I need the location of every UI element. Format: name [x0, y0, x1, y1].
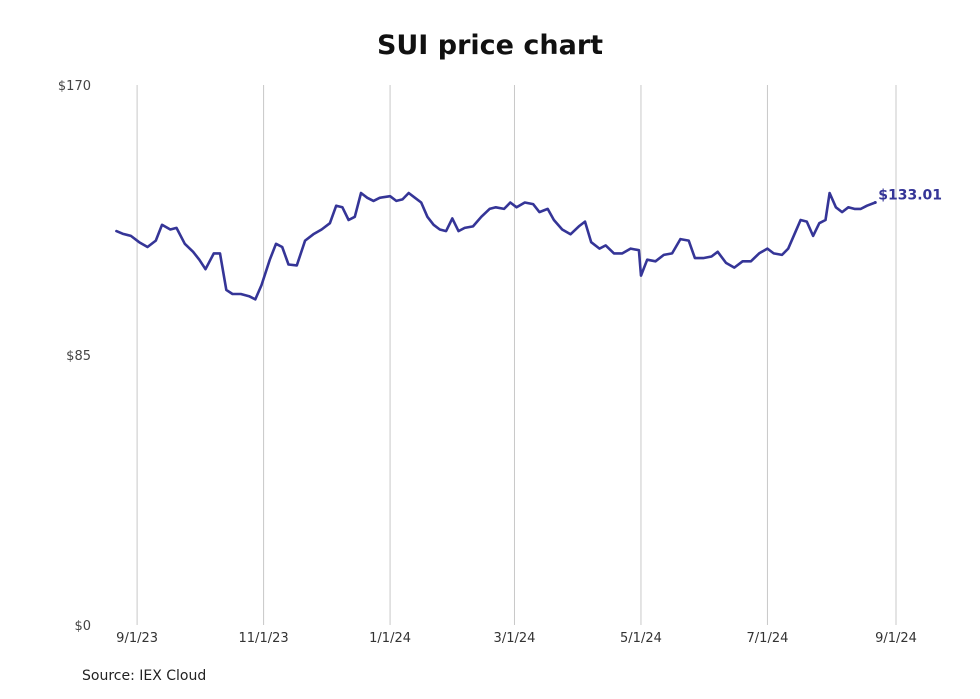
chart-title: SUI price chart — [376, 30, 604, 61]
series-layer — [115, 191, 877, 301]
x-tick-label: 11/1/23 — [239, 631, 289, 646]
x-tick-label: 5/1/24 — [620, 631, 662, 646]
price-series-line — [115, 191, 877, 301]
x-tick-label: 9/1/23 — [116, 631, 158, 646]
x-tick-label: 9/1/24 — [875, 631, 917, 646]
y-tick-label: $0 — [74, 619, 91, 634]
x-tick-label: 1/1/24 — [369, 631, 411, 646]
y-tick-label: $85 — [66, 349, 91, 364]
x-tick-label: 7/1/24 — [747, 631, 789, 646]
gridlines — [136, 85, 897, 625]
x-tick-label: 3/1/24 — [494, 631, 536, 646]
y-tick-label: $170 — [58, 79, 91, 94]
last-price-label: $133.01 — [878, 187, 942, 203]
x-axis-ticks: 9/1/23 11/1/23 1/1/24 3/1/24 5/1/24 7/1/24 9/1… — [116, 631, 917, 646]
y-axis-ticks: $0 $85 $170 — [58, 79, 91, 634]
end-label-layer: $133.01 — [878, 187, 942, 203]
source-note: Source: IEX Cloud — [82, 668, 207, 684]
last-price-point — [873, 200, 877, 204]
